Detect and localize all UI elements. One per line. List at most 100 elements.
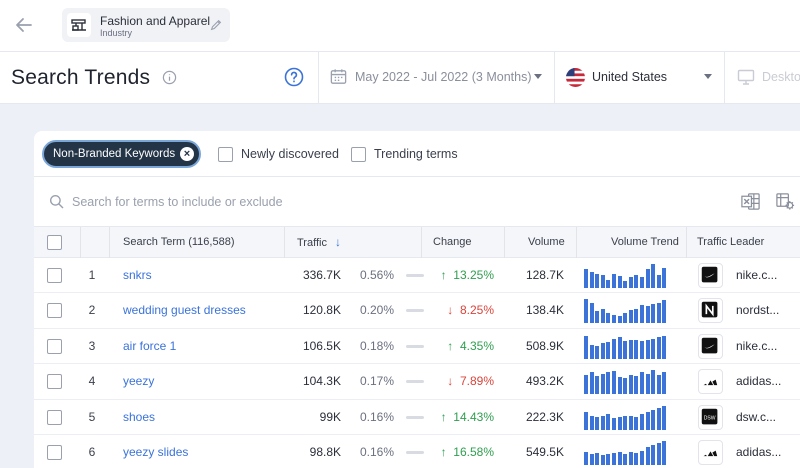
volume-trend-bar bbox=[617, 316, 622, 324]
traffic-share: 0.16% bbox=[359, 409, 394, 424]
row-checkbox[interactable] bbox=[47, 409, 62, 425]
traffic-leader-domain[interactable]: adidas... bbox=[736, 374, 782, 389]
column-header-change[interactable]: Change bbox=[433, 236, 472, 248]
search-term-link[interactable]: yeezy bbox=[123, 374, 155, 389]
table-header: Search Term (116,588) Traffic ↓ Change Vo… bbox=[34, 227, 800, 258]
filter-chip-label: Non-Branded Keywords bbox=[53, 148, 176, 160]
table-row[interactable]: 6 yeezy slides 98.8K 0.16% ↑ 16.58% 549.… bbox=[34, 435, 800, 468]
volume-trend-bar bbox=[595, 345, 600, 359]
chevron-down-icon[interactable] bbox=[534, 74, 542, 79]
help-icon[interactable] bbox=[284, 67, 304, 87]
traffic-value: 106.5K bbox=[302, 338, 341, 353]
row-checkbox[interactable] bbox=[47, 338, 62, 354]
volume-trend-bar bbox=[606, 413, 611, 430]
newly-discovered-checkbox[interactable] bbox=[218, 147, 233, 162]
row-checkbox[interactable] bbox=[47, 268, 62, 283]
volume-trend-bar bbox=[662, 335, 667, 359]
traffic-leader-domain[interactable]: nike.c... bbox=[736, 268, 778, 282]
traffic-leader-domain[interactable]: adidas... bbox=[736, 445, 782, 459]
date-range-selector[interactable]: May 2022 - Jul 2022 (3 Months) bbox=[355, 70, 532, 84]
volume-trend-bar bbox=[640, 451, 644, 465]
traffic-value: 336.7K bbox=[302, 268, 341, 282]
row-checkbox[interactable] bbox=[47, 374, 62, 390]
traffic-value: 104.3K bbox=[302, 374, 341, 389]
traffic-leader-domain[interactable]: dsw.c... bbox=[736, 409, 777, 424]
volume-trend-bar bbox=[606, 454, 611, 465]
close-icon[interactable]: × bbox=[180, 147, 194, 161]
volume-trend-bar bbox=[628, 375, 633, 395]
change-percent: 7.89% bbox=[459, 374, 494, 389]
volume-trend-bar bbox=[600, 342, 605, 359]
volume-value: 138.4K bbox=[525, 303, 564, 318]
device-selector[interactable]: Desktop bbox=[762, 70, 800, 84]
volume-trend-bar bbox=[628, 339, 633, 359]
change-percent: 4.35% bbox=[459, 338, 494, 353]
volume-value: 508.9K bbox=[525, 338, 564, 353]
column-header-traffic-leader[interactable]: Traffic Leader bbox=[697, 236, 765, 248]
table-row[interactable]: 1 snkrs 336.7K 0.56% ↑ 13.25% 128.7K nik… bbox=[34, 258, 800, 294]
search-input[interactable] bbox=[72, 191, 372, 213]
volume-trend-bar bbox=[617, 416, 622, 430]
country-selector[interactable]: United States bbox=[592, 70, 668, 84]
change-percent: 8.25% bbox=[459, 303, 494, 318]
column-header-traffic[interactable]: Traffic ↓ bbox=[297, 227, 341, 258]
select-all-checkbox[interactable] bbox=[47, 235, 62, 250]
column-header-volume-trend[interactable]: Volume Trend bbox=[611, 236, 679, 248]
column-header-volume[interactable]: Volume bbox=[528, 236, 565, 248]
traffic-value: 120.8K bbox=[302, 303, 341, 318]
trending-terms-checkbox[interactable] bbox=[351, 147, 366, 162]
volume-trend-sparkline bbox=[584, 335, 668, 359]
traffic-value: 99K bbox=[319, 409, 341, 424]
search-term-link[interactable]: wedding guest dresses bbox=[123, 303, 246, 318]
table-row[interactable]: 5 shoes 99K 0.16% ↑ 14.43% 222.3K DSW ds… bbox=[34, 400, 800, 435]
table-row[interactable]: 4 yeezy 104.3K 0.17% ↓ 7.89% 493.2K adid… bbox=[34, 364, 800, 400]
traffic-share-bar bbox=[406, 344, 424, 348]
volume-trend-bar bbox=[623, 340, 628, 359]
chevron-down-icon[interactable] bbox=[704, 74, 712, 79]
row-checkbox[interactable] bbox=[47, 445, 62, 460]
volume-trend-bar bbox=[634, 309, 639, 324]
newly-discovered-label[interactable]: Newly discovered bbox=[241, 147, 339, 161]
traffic-share-bar bbox=[406, 274, 424, 277]
back-arrow-icon[interactable] bbox=[12, 13, 36, 37]
volume-trend-bar bbox=[662, 300, 667, 324]
nordstrom-logo bbox=[698, 298, 723, 324]
search-term-link[interactable]: air force 1 bbox=[123, 338, 177, 353]
pencil-icon[interactable] bbox=[209, 18, 223, 32]
volume-trend-bar bbox=[600, 415, 605, 430]
traffic-leader-domain[interactable]: nike.c... bbox=[736, 338, 778, 353]
industry-selector[interactable]: Fashion and Apparel Industry bbox=[62, 8, 230, 42]
search-term-link[interactable]: shoes bbox=[123, 409, 156, 424]
adidas-logo bbox=[698, 440, 723, 465]
volume-trend-bar bbox=[645, 374, 650, 395]
change-percent: 13.25% bbox=[453, 268, 494, 282]
volume-trend-bar bbox=[612, 274, 616, 288]
arrow-up-icon: ↑ bbox=[440, 268, 447, 282]
traffic-share-bar bbox=[406, 309, 424, 313]
volume-trend-bar bbox=[617, 336, 622, 359]
desktop-icon[interactable] bbox=[737, 68, 755, 86]
column-header-traffic-label: Traffic bbox=[297, 237, 327, 249]
volume-trend-bar bbox=[606, 372, 611, 395]
calendar-icon[interactable] bbox=[329, 67, 348, 86]
volume-trend-bar bbox=[640, 277, 644, 288]
traffic-leader-domain[interactable]: nordst... bbox=[736, 303, 780, 318]
search-term-link[interactable]: yeezy slides bbox=[123, 445, 189, 459]
search-term-link[interactable]: snkrs bbox=[123, 268, 152, 282]
excel-export-icon[interactable] bbox=[740, 191, 761, 212]
industry-name: Fashion and Apparel bbox=[100, 14, 211, 28]
non-branded-filter-chip[interactable]: Non-Branded Keywords × bbox=[42, 140, 201, 168]
search-icon bbox=[49, 194, 64, 209]
row-rank: 5 bbox=[88, 409, 96, 424]
volume-trend-bar bbox=[634, 275, 639, 288]
info-icon[interactable] bbox=[162, 70, 177, 85]
volume-trend-bar bbox=[640, 413, 644, 430]
volume-trend-bar bbox=[662, 405, 667, 430]
trending-terms-label[interactable]: Trending terms bbox=[374, 147, 458, 161]
column-settings-icon[interactable] bbox=[775, 191, 796, 212]
row-checkbox[interactable] bbox=[47, 303, 62, 319]
column-header-term[interactable]: Search Term (116,588) bbox=[123, 236, 235, 248]
table-row[interactable]: 2 wedding guest dresses 120.8K 0.20% ↓ 8… bbox=[34, 293, 800, 329]
table-row[interactable]: 3 air force 1 106.5K 0.18% ↑ 4.35% 508.9… bbox=[34, 329, 800, 365]
volume-trend-sparkline bbox=[584, 405, 668, 430]
